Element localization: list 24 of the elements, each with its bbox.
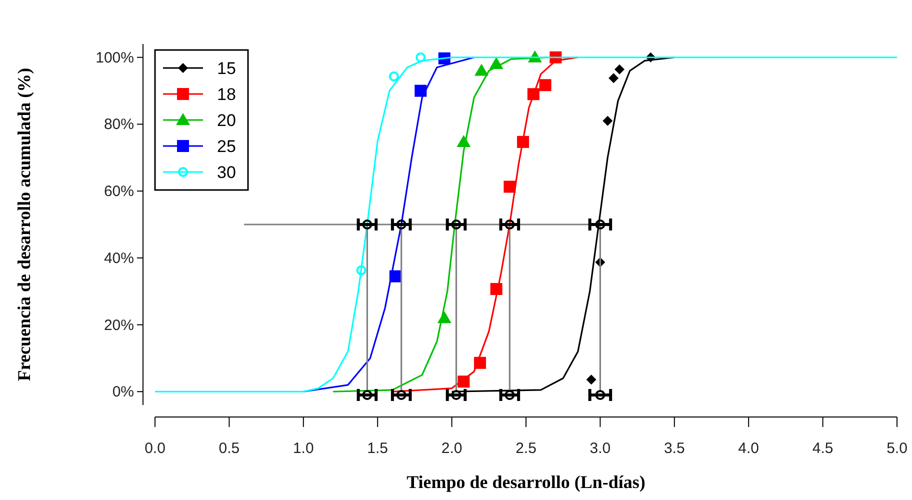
x-tick-label: 3.5 — [664, 440, 685, 457]
x-tick-label: 1.0 — [292, 440, 314, 457]
x-tick-label: 1.5 — [367, 440, 388, 457]
y-tick-label: 20% — [104, 316, 134, 334]
y-tick-label: 0% — [112, 384, 134, 401]
y-tick-label: 100% — [96, 49, 134, 66]
x-tick-label: 0.5 — [218, 440, 240, 457]
legend-label: 30 — [217, 163, 236, 182]
x-axis-title: Tiempo de desarrollo (Ln-días) — [406, 472, 646, 492]
y-tick-label: 60% — [104, 183, 134, 200]
x-tick-label: 5.0 — [886, 440, 908, 457]
legend-label: 15 — [217, 59, 236, 78]
y-axis-title: Frecuencia de desarrollo acumulada (%) — [14, 68, 34, 382]
y-tick-label: 80% — [104, 116, 134, 134]
legend-label: 20 — [217, 111, 236, 130]
x-tick-label: 2.5 — [516, 440, 536, 457]
legend-label: 18 — [217, 85, 236, 104]
x-tick-label: 3.0 — [590, 440, 611, 457]
x-tick-label: 0.0 — [144, 440, 166, 457]
x-tick-label: 2.0 — [441, 440, 462, 457]
y-tick-label: 40% — [104, 250, 134, 267]
x-tick-label: 4.5 — [812, 440, 834, 457]
x-tick-label: 4.0 — [738, 440, 760, 457]
legend-label: 25 — [217, 137, 236, 156]
